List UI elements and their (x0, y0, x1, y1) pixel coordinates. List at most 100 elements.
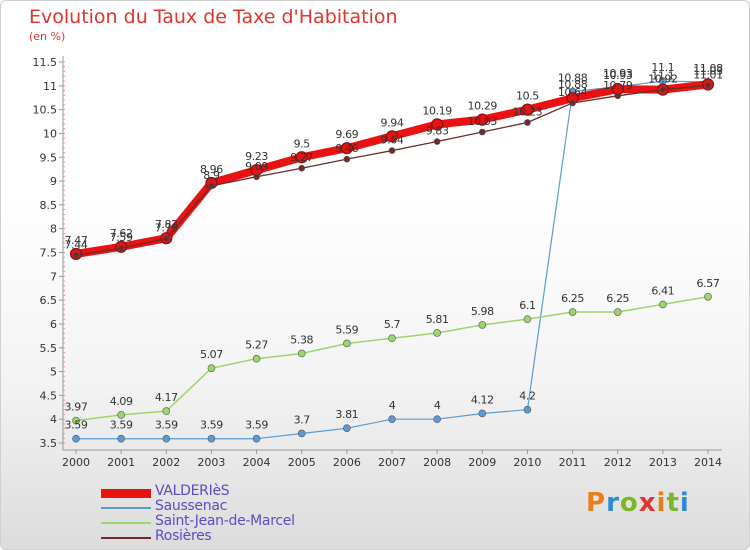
data-label: 3.7 (294, 413, 311, 426)
data-label: 8.9 (203, 169, 220, 182)
data-label: 9.5 (294, 137, 311, 150)
data-label: 9.46 (335, 142, 358, 155)
logo-letter: i (656, 488, 667, 518)
y-tick-label: 11 (43, 80, 57, 93)
data-point (659, 86, 667, 93)
data-label: 5.07 (200, 348, 223, 361)
data-label: 11.1 (651, 70, 674, 83)
data-label: 3.59 (155, 419, 178, 432)
data-point (388, 334, 396, 343)
data-point (117, 411, 125, 419)
data-point (385, 130, 399, 143)
data-point (343, 424, 351, 433)
data-label: 3.81 (335, 408, 358, 421)
data-label: 7.82 (155, 218, 178, 231)
data-point (295, 151, 308, 164)
data-label: 3.59 (245, 419, 268, 432)
data-point (704, 292, 712, 301)
x-tick-label: 2001 (107, 456, 135, 469)
data-label: 4 (389, 399, 396, 412)
y-tick-label: 6.5 (40, 294, 58, 307)
data-label: 4.12 (471, 393, 494, 406)
x-tick-label: 2003 (197, 456, 225, 469)
legend-label: Saussenac (155, 498, 227, 514)
data-label: 9.94 (381, 116, 404, 129)
data-label: 5.59 (335, 323, 358, 336)
logo-letter: P (586, 488, 607, 518)
x-tick-label: 2005 (288, 456, 316, 469)
y-tick-label: 5.5 (40, 342, 58, 355)
data-label: 4.09 (110, 395, 133, 408)
legend-swatch (101, 537, 151, 539)
y-tick-label: 5 (50, 366, 57, 379)
data-point (478, 128, 486, 136)
data-point (523, 405, 532, 414)
logo-letter: x (638, 488, 657, 518)
data-label: 7.47 (65, 234, 88, 247)
legend-label: Rosières (155, 528, 212, 544)
data-label: 6.1 (519, 299, 535, 312)
y-tick-label: 11.5 (33, 56, 58, 69)
data-point (431, 118, 444, 131)
data-point (568, 308, 577, 316)
data-point (433, 138, 441, 145)
data-point (704, 82, 712, 89)
data-label: 6.25 (606, 292, 629, 305)
y-tick-label: 10 (43, 127, 57, 140)
data-point (72, 434, 80, 443)
data-point (433, 329, 441, 337)
data-point (521, 103, 534, 116)
data-label: 10.88 (558, 78, 588, 91)
data-point (162, 235, 170, 242)
data-point (207, 364, 216, 373)
y-tick-label: 8 (50, 223, 57, 236)
data-label: 9.27 (290, 151, 313, 164)
x-tick-label: 2014 (694, 456, 722, 469)
y-tick-label: 7 (50, 270, 57, 283)
data-point (162, 434, 171, 443)
data-label: 11.08 (693, 62, 723, 75)
data-label: 5.7 (384, 318, 401, 331)
chart-unit: (en %) (29, 30, 66, 43)
data-label: 7.62 (110, 227, 133, 240)
data-point (569, 99, 576, 107)
data-point (478, 321, 487, 329)
data-point (72, 252, 80, 259)
data-point (343, 339, 351, 348)
legend-swatch (101, 488, 151, 498)
data-label: 10.5 (516, 90, 539, 103)
y-tick-label: 8.5 (40, 199, 58, 212)
data-label: 4.2 (519, 390, 535, 403)
data-point (72, 416, 80, 425)
data-label: 7.79 (155, 222, 178, 235)
data-label: 7.44 (65, 238, 88, 251)
data-point (478, 409, 487, 418)
data-label: 7.59 (110, 231, 133, 244)
data-label: 6.25 (561, 292, 584, 305)
data-label: 10.88 (558, 72, 588, 85)
data-point (298, 164, 306, 172)
data-point (343, 155, 351, 163)
data-point (117, 244, 125, 252)
data-label: 3.59 (110, 419, 133, 432)
x-tick-label: 2009 (468, 456, 496, 469)
x-tick-label: 2008 (423, 456, 451, 469)
data-label: 5.98 (471, 305, 494, 318)
data-label: 10.64 (558, 86, 588, 99)
x-tick-label: 2006 (333, 456, 361, 469)
data-point (117, 434, 125, 443)
legend-label: VALDERIèS (155, 483, 230, 499)
data-point (340, 142, 353, 155)
data-label: 11.01 (693, 68, 723, 81)
data-label: 8.96 (200, 163, 223, 176)
data-label: 5.27 (245, 339, 268, 352)
data-point (388, 415, 396, 423)
legend-swatch (101, 507, 151, 509)
data-point (614, 92, 622, 100)
data-label: 10.03 (468, 115, 498, 128)
legend-label: Saint-Jean-de-Marcel (155, 513, 295, 529)
x-tick-label: 2000 (62, 456, 90, 469)
data-point (523, 315, 532, 323)
